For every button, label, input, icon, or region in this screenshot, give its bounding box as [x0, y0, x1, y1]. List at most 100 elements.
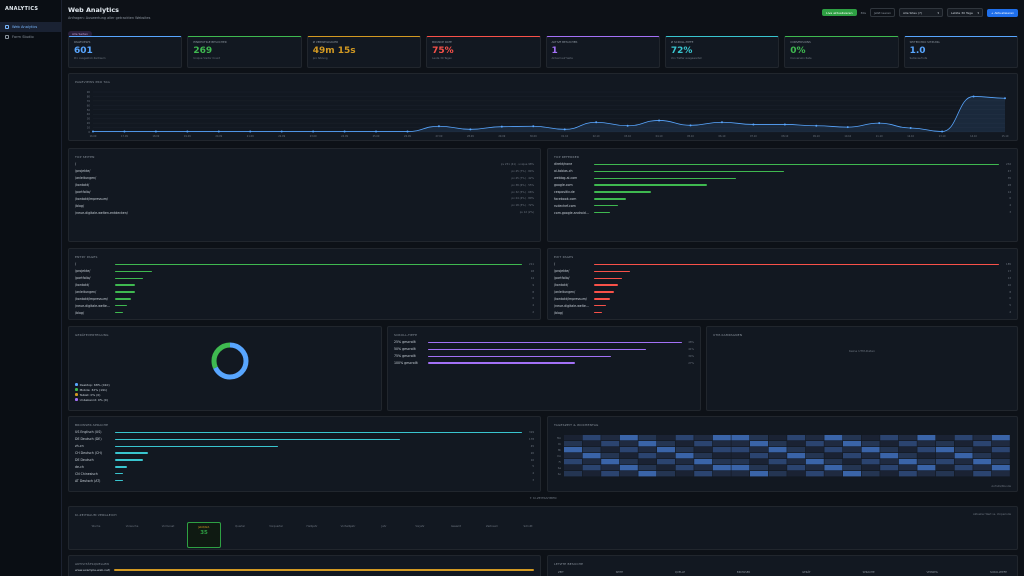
heatmap-cell[interactable]	[750, 471, 768, 477]
heatmap-cell[interactable]	[657, 459, 675, 465]
heatmap-cell[interactable]	[805, 453, 824, 459]
table-column-header[interactable]: Browser	[736, 571, 751, 574]
compare-option[interactable]: Vorjahr	[403, 522, 437, 548]
chart-point[interactable]	[941, 130, 944, 133]
heatmap-cell[interactable]	[973, 459, 992, 465]
heatmap-cell[interactable]	[657, 435, 675, 441]
heatmap-cell[interactable]	[898, 471, 917, 477]
heatmap-cell[interactable]	[694, 459, 713, 465]
heatmap-cell[interactable]	[880, 453, 899, 459]
heatmap-cell[interactable]	[750, 453, 768, 459]
chart-point[interactable]	[406, 130, 409, 133]
heatmap-cell[interactable]	[936, 471, 954, 477]
heatmap-cell[interactable]	[657, 465, 675, 471]
heatmap-cell[interactable]	[638, 435, 657, 441]
heatmap-cell[interactable]	[731, 453, 750, 459]
heatmap-cell[interactable]	[564, 447, 582, 453]
heatmap-cell[interactable]	[824, 447, 843, 453]
list-item[interactable]: DE Deutsch 10	[75, 457, 534, 464]
compare-option[interactable]: Quartal	[223, 522, 257, 548]
heatmap-cell[interactable]	[861, 465, 880, 471]
chart-point[interactable]	[846, 126, 849, 129]
list-item[interactable]: google.com 28	[554, 182, 1011, 189]
chart-point[interactable]	[1004, 97, 1006, 100]
heatmap-cell[interactable]	[787, 471, 806, 477]
heatmap-cell[interactable]	[843, 453, 861, 459]
list-item[interactable]: /neue-digitale-welte… 4	[75, 302, 534, 309]
compare-option[interactable]: Vorquartal	[259, 522, 293, 548]
chart-point[interactable]	[249, 130, 252, 133]
chart-point[interactable]	[500, 125, 503, 128]
heatmap-cell[interactable]	[768, 453, 787, 459]
heatmap-cell[interactable]	[954, 459, 973, 465]
list-item[interactable]: /kontakt/impressum/6	[75, 295, 534, 302]
list-item[interactable]: zh-cn 45	[75, 443, 534, 450]
chart-point[interactable]	[689, 124, 692, 127]
heatmap-cell[interactable]	[601, 435, 620, 441]
heatmap-cell[interactable]	[582, 435, 601, 441]
heatmap-cell[interactable]	[991, 435, 1010, 441]
heatmap-cell[interactable]	[787, 453, 806, 459]
heatmap-cell[interactable]	[787, 459, 806, 465]
site-filter-chip[interactable]: Alle Seiten	[68, 31, 93, 37]
chart-point[interactable]	[878, 122, 881, 125]
heatmap-cell[interactable]	[898, 453, 917, 459]
heatmap-cell[interactable]	[861, 447, 880, 453]
chart-point[interactable]	[375, 130, 378, 133]
heatmap-cell[interactable]	[638, 459, 657, 465]
heatmap-cell[interactable]	[712, 465, 731, 471]
list-item[interactable]: /blog/pv 18 (3%) · 72%	[75, 202, 534, 209]
heatmap-cell[interactable]	[973, 441, 992, 447]
reset-button[interactable]: Jetzt leeren	[869, 8, 895, 17]
table-column-header[interactable]: Sprache	[862, 571, 875, 574]
heatmap-cell[interactable]	[805, 447, 824, 453]
chart-point[interactable]	[280, 130, 283, 133]
heatmap-cell[interactable]	[712, 447, 731, 453]
sidebar-item-web-analytics[interactable]: Web Analytics	[0, 22, 61, 32]
heatmap-cell[interactable]	[824, 441, 843, 447]
heatmap-cell[interactable]	[601, 465, 620, 471]
heatmap-cell[interactable]	[731, 459, 750, 465]
heatmap-cell[interactable]	[712, 441, 731, 447]
heatmap-cell[interactable]	[619, 435, 638, 441]
compare-option[interactable]: Schnitt	[511, 522, 545, 548]
table-column-header[interactable]: Verweil	[926, 571, 939, 574]
chart-point[interactable]	[437, 125, 440, 128]
heatmap-cell[interactable]	[880, 459, 899, 465]
chart-point[interactable]	[92, 130, 94, 133]
heatmap-cell[interactable]	[601, 441, 620, 447]
heatmap-cell[interactable]	[619, 471, 638, 477]
heatmap-cell[interactable]	[917, 465, 936, 471]
heatmap-cell[interactable]	[787, 435, 806, 441]
heatmap-cell[interactable]	[787, 465, 806, 471]
heatmap-cell[interactable]	[768, 465, 787, 471]
heatmap-cell[interactable]	[880, 447, 899, 453]
heatmap-cell[interactable]	[657, 441, 675, 447]
heatmap-cell[interactable]	[991, 459, 1010, 465]
heatmap-cell[interactable]	[973, 435, 992, 441]
heatmap-cell[interactable]	[880, 435, 899, 441]
list-item[interactable]: com.google.android… 3	[554, 209, 1011, 216]
heatmap-cell[interactable]	[712, 471, 731, 477]
heatmap-cell[interactable]	[638, 447, 657, 453]
heatmap-cell[interactable]	[861, 459, 880, 465]
heatmap-cell[interactable]	[619, 447, 638, 453]
heatmap-cell[interactable]	[619, 453, 638, 459]
list-item[interactable]: /kontakt/impressum/6	[554, 295, 1011, 302]
list-item[interactable]: US Englisch (US) 329	[75, 429, 534, 436]
heatmap-cell[interactable]	[564, 471, 582, 477]
compare-option[interactable]: Gesamt	[439, 522, 473, 548]
list-item[interactable]: /kontakt/pv 38 (6%) · 55%	[75, 182, 534, 189]
chart-point[interactable]	[343, 130, 346, 133]
heatmap-cell[interactable]	[768, 459, 787, 465]
heatmap-cell[interactable]	[694, 453, 713, 459]
compare-option[interactable]: Woche	[79, 522, 113, 548]
heatmap-cell[interactable]	[712, 459, 731, 465]
heatmap-cell[interactable]	[936, 435, 954, 441]
heatmap-cell[interactable]	[564, 453, 582, 459]
heatmap-cell[interactable]	[768, 447, 787, 453]
heatmap-cell[interactable]	[750, 465, 768, 471]
live-toggle[interactable]: Live aktualisieren	[822, 9, 857, 16]
list-item[interactable]: 25% gescrollt 48%	[394, 339, 694, 346]
heatmap-cell[interactable]	[824, 471, 843, 477]
